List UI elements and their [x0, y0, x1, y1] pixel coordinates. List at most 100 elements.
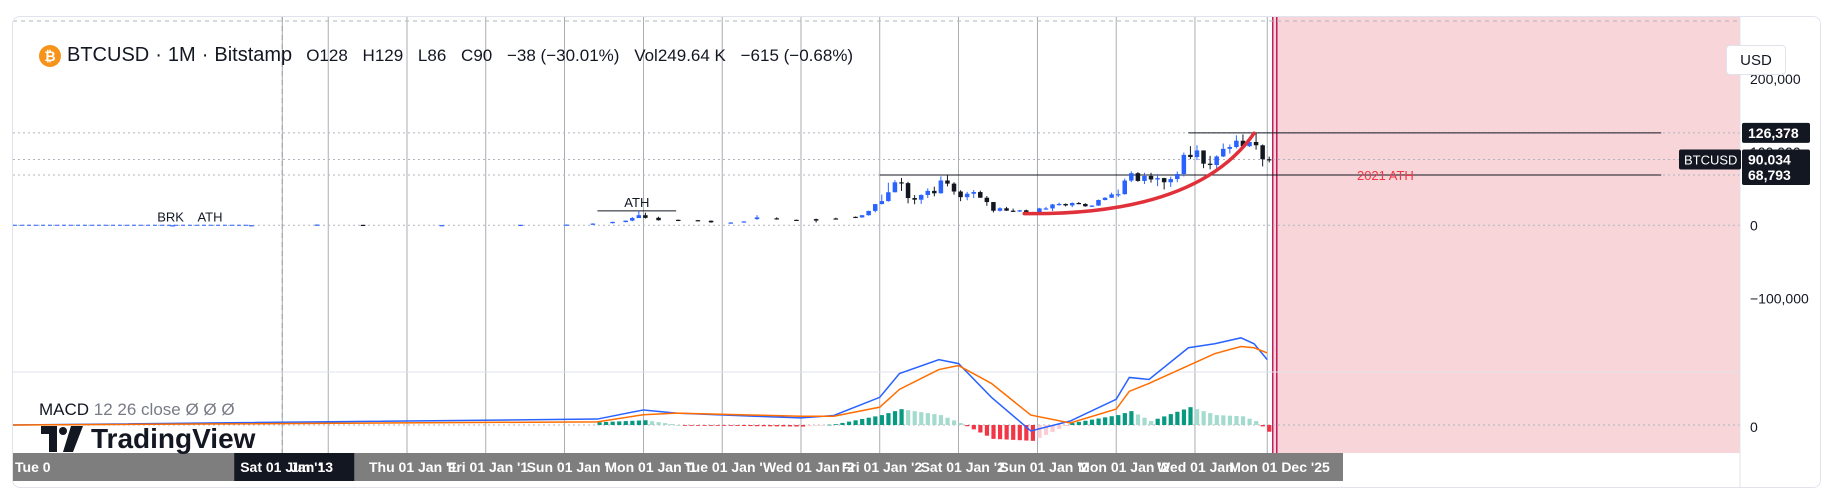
macd-histogram-bar — [695, 425, 701, 426]
annotation-label: BRK — [157, 209, 184, 224]
macd-histogram-bar — [1142, 417, 1147, 425]
macd-histogram-bar — [984, 425, 990, 436]
macd-histogram-bar — [1083, 420, 1088, 425]
price-tag-label: 68,793 — [1748, 167, 1791, 183]
candle-body — [1102, 197, 1108, 201]
macd-histogram-bar — [1168, 414, 1173, 425]
macd-histogram-bar — [1188, 407, 1193, 425]
macd-histogram-bar — [919, 412, 924, 425]
candle-body — [1023, 210, 1029, 213]
x-tick-label: Fri 01 Jan '1 — [448, 459, 529, 475]
crosshair-date-tag — [234, 453, 355, 481]
macd-histogram-bar — [1122, 413, 1127, 425]
macd-histogram-bar — [991, 425, 996, 439]
interval[interactable]: 1M — [167, 44, 196, 66]
macd-histogram-bar — [827, 424, 832, 426]
x-tick-label: Jan ' — [290, 459, 321, 475]
candle-body — [1056, 203, 1062, 206]
candle-body — [951, 183, 957, 192]
macd-histogram-bar — [748, 425, 753, 427]
macd-histogram-bar — [932, 414, 937, 425]
macd-histogram-bar — [597, 422, 602, 425]
y-tick-label: 0 — [1750, 217, 1758, 233]
candle-body — [1063, 203, 1068, 206]
x-tick-label: Tue 01 Jan ' — [684, 459, 763, 475]
candle-body — [1083, 203, 1088, 207]
macd-histogram-bar — [1043, 425, 1049, 435]
x-tick-label: Tue 0 — [15, 459, 51, 475]
price-tag — [1742, 122, 1810, 143]
candle-body — [1201, 150, 1206, 164]
macd-histogram-bar — [952, 420, 957, 425]
x-tick-label: Wed 01 Jan ' — [1157, 459, 1241, 475]
price-scale[interactable] — [1740, 17, 1820, 487]
macd-histogram-bar — [899, 409, 904, 425]
candle-body — [1115, 194, 1121, 196]
macd-histogram-bar — [643, 420, 648, 425]
candle-body — [518, 224, 523, 227]
macd-histogram-bar — [833, 424, 839, 426]
macd-histogram-bar — [1037, 425, 1042, 438]
macd-histogram-bar — [1004, 425, 1009, 440]
macd-histogram-bar — [1247, 418, 1252, 425]
candle-body — [708, 220, 714, 223]
candle-body — [1089, 205, 1095, 207]
macd-histogram-bar — [603, 421, 609, 425]
macd-histogram-bar — [938, 415, 944, 425]
y-tick-label: −100,000 — [1750, 290, 1809, 306]
x-tick-label: Mon 01 Jan '2 — [1078, 459, 1169, 475]
candle-body — [1069, 203, 1075, 206]
candle-body — [1135, 173, 1141, 181]
macd-histogram-bar — [787, 425, 793, 427]
currency-button[interactable]: USD — [1726, 45, 1786, 75]
macd-histogram-bar — [978, 425, 983, 433]
candle-body — [945, 180, 950, 184]
x-tick-label: Sun 01 Jan '2 — [999, 459, 1088, 475]
candle-body — [866, 210, 871, 216]
candle-body — [997, 208, 1003, 211]
candle-body — [1181, 154, 1187, 174]
macd-histogram-bar — [873, 416, 878, 425]
candle-body — [932, 190, 937, 194]
macd-histogram-bar — [1063, 425, 1068, 426]
price-tag-label: 126,378 — [1748, 125, 1799, 141]
tradingview-logo[interactable]: TradingView — [41, 423, 255, 455]
candle-body — [899, 182, 904, 184]
symbol-name[interactable]: BTCUSD — [67, 44, 150, 66]
candle-body — [918, 194, 924, 200]
bitcoin-icon: ₿ — [39, 44, 61, 67]
candle-body — [1076, 203, 1082, 205]
macd-histogram-bar — [741, 425, 747, 426]
candle-body — [675, 219, 681, 222]
macd-histogram-bar — [800, 425, 806, 427]
candle-body — [1148, 175, 1154, 180]
macd-histogram-bar — [768, 425, 773, 427]
trend-arc — [1022, 131, 1256, 216]
volume-value: 249.64 K — [657, 45, 726, 65]
candle-body — [1240, 140, 1246, 147]
macd-histogram-bar — [971, 425, 976, 430]
candle-body — [859, 215, 865, 218]
annotation-label: ATH — [624, 195, 649, 210]
candle-body — [623, 220, 628, 223]
macd-zero-tick: 0 — [1750, 419, 1758, 435]
candle-body — [1214, 156, 1219, 165]
candle-body — [630, 218, 635, 221]
x-tick-label: Sat 01 Jun '13 — [240, 459, 333, 475]
candle-body — [170, 225, 175, 227]
macd-legend[interactable]: MACD 12 26 close Ø Ø Ø — [39, 400, 235, 420]
macd-histogram-bar — [1149, 421, 1154, 425]
candle-body — [1004, 208, 1009, 211]
candle-body — [1194, 150, 1200, 158]
macd-histogram-bar — [997, 425, 1003, 440]
annotation-label: 2021 ATH — [1357, 168, 1414, 183]
macd-histogram-bar — [636, 420, 642, 425]
candle-body — [1234, 140, 1239, 148]
macd-histogram-bar — [866, 417, 871, 425]
candle-body — [314, 224, 320, 226]
candle-body — [912, 198, 917, 200]
exchange[interactable]: Bitstamp — [214, 44, 293, 66]
macd-histogram-bar — [1267, 425, 1272, 432]
